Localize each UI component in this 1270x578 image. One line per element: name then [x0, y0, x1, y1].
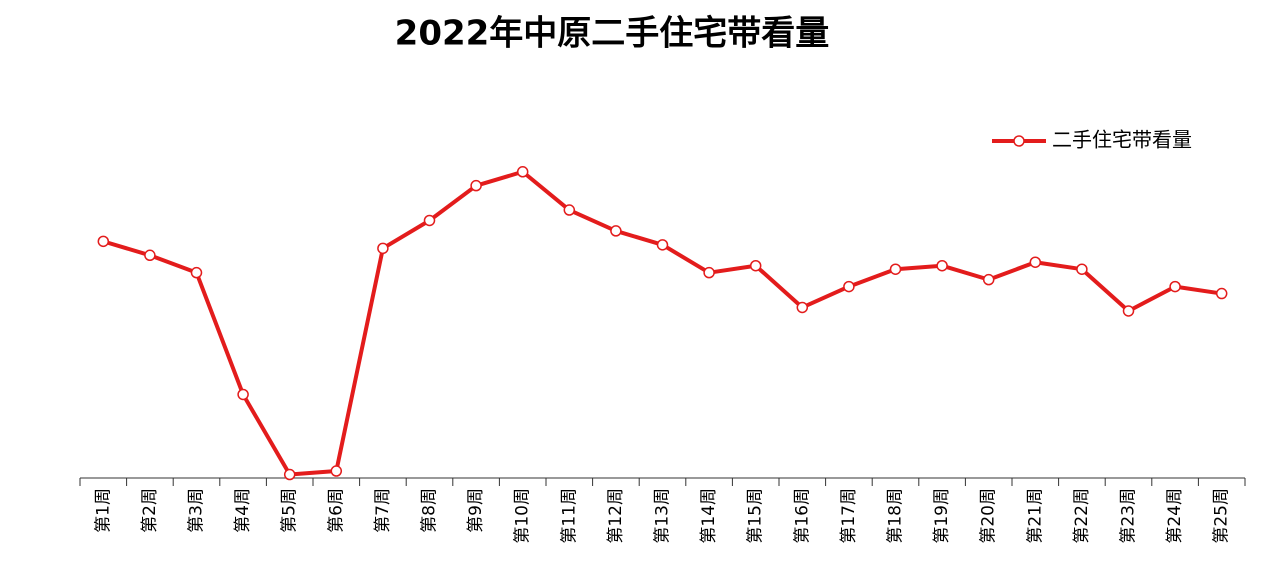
data-point — [936, 259, 948, 272]
x-tick-label: 第8周 — [420, 488, 440, 533]
x-tick-label: 第1周 — [93, 488, 113, 533]
x-tick-label: 第17周 — [839, 488, 859, 544]
x-tick-label: 第20周 — [979, 488, 999, 544]
data-point — [237, 388, 249, 401]
x-tick-label: 第16周 — [792, 488, 812, 544]
x-tick-label: 第12周 — [606, 488, 626, 544]
data-point — [1029, 256, 1042, 268]
chart-title: 2022年中原二手住宅带看量 — [395, 14, 830, 54]
x-tick-label: 第19周 — [932, 488, 952, 544]
x-tick-label: 第18周 — [886, 488, 906, 544]
legend-label: 二手住宅带看量 — [1052, 128, 1192, 152]
data-point — [1122, 305, 1135, 317]
x-tick-label: 第5周 — [280, 488, 300, 533]
x-tick-label: 第7周 — [373, 488, 393, 533]
data-point — [516, 166, 529, 178]
data-point — [1169, 280, 1181, 293]
x-tick-label: 第2周 — [140, 488, 160, 533]
data-point — [610, 225, 622, 237]
data-point — [796, 301, 809, 314]
x-tick-label: 第10周 — [513, 488, 533, 544]
data-point — [97, 235, 110, 248]
x-tick-label: 第22周 — [1072, 488, 1092, 544]
data-point — [283, 468, 296, 481]
data-point — [749, 259, 762, 272]
x-tick-label: 第24周 — [1165, 488, 1185, 544]
data-point — [889, 263, 902, 275]
x-tick-label: 第6周 — [326, 488, 346, 533]
x-tick-label: 第21周 — [1025, 488, 1045, 544]
legend-marker — [1013, 135, 1025, 147]
data-point — [1076, 263, 1088, 275]
data-point — [423, 214, 436, 227]
data-point — [377, 242, 389, 255]
data-point — [563, 204, 576, 216]
data-point — [470, 179, 482, 192]
x-tick-label: 第9周 — [466, 488, 486, 533]
x-tick-label: 第13周 — [653, 488, 673, 544]
data-point — [703, 266, 715, 279]
data-point — [330, 465, 343, 477]
data-point — [1215, 287, 1228, 300]
x-tick-label: 第3周 — [187, 488, 207, 533]
data-point — [144, 249, 156, 262]
data-point — [982, 273, 995, 286]
data-point — [843, 280, 855, 293]
series-line — [102, 169, 1222, 477]
data-point — [190, 266, 203, 279]
x-tick-label: 第25周 — [1212, 488, 1232, 544]
x-tick-label: 第23周 — [1119, 488, 1139, 544]
x-tick-label: 第4周 — [233, 488, 253, 533]
x-tick-label: 第14周 — [699, 488, 719, 544]
x-tick-label: 第15周 — [746, 488, 766, 544]
data-point — [656, 239, 669, 251]
x-tick-label: 第11周 — [559, 488, 579, 544]
